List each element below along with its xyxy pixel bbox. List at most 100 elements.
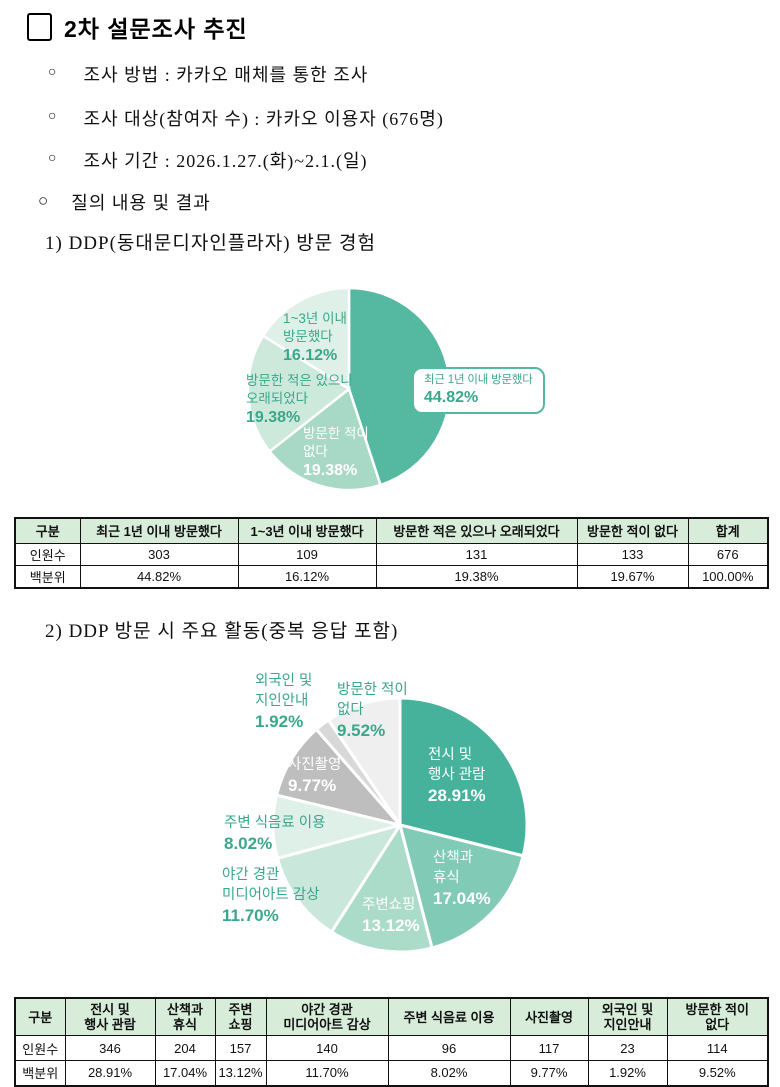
label-percent: 44.82% (424, 389, 479, 406)
section2-heading: 2) DDP 방문 시 주요 활동(중복 응답 포함) (45, 621, 399, 642)
pie-slice-label: 야간 경관 미디어아트 감상 11.70% (222, 865, 319, 927)
table-cell: 16.12% (237, 565, 377, 589)
label-line: 산책과 (433, 850, 474, 866)
visit-experience-table: 구분 최근 1년 이내 방문했다 1~3년 이내 방문했다 방문한 적은 있으나 오래… (14, 517, 769, 589)
pie-slice (268, 387, 382, 492)
label-percent: 9.77% (288, 776, 337, 795)
column-header: 방문한 적이 없다 (576, 517, 689, 544)
label-percent: 13.12% (362, 916, 420, 935)
circle-bullet-icon: ○ (48, 151, 58, 166)
circle-bullet-icon: ○ (38, 191, 50, 210)
column-header: 구분 (14, 997, 66, 1036)
pie-slice-label: 산책과 휴식 17.04% (433, 848, 491, 910)
table-cell: 9.52% (666, 1060, 769, 1086)
row-label: 백분위 (14, 565, 81, 589)
table-cell: 204 (154, 1035, 216, 1061)
row-label: 인원수 (14, 1035, 66, 1061)
column-header: 야간 경관 미디어아트 감상 (265, 997, 389, 1036)
column-header: 전시 및 행사 관람 (64, 997, 156, 1036)
bullet-text: 조사 기간 : 2026.1.27.(화)~2.1.(일) (83, 151, 368, 171)
square-bullet-icon (27, 13, 52, 41)
table-cell: 13.12% (214, 1060, 267, 1086)
label-percent: 11.70% (222, 906, 279, 925)
label-line: 사진촬영 (288, 757, 342, 773)
main-activities-table: 구분 전시 및 행사 관람 산책과 휴식 주변 쇼핑 야간 경관 미디어아트 감상 주변 … (14, 997, 769, 1087)
table-cell: 96 (387, 1035, 511, 1061)
label-percent: 9.52% (337, 721, 386, 740)
table-cell: 19.67% (576, 565, 689, 589)
bullet-line-results: ○ 질의 내용 및 결과 (38, 189, 211, 215)
label-line: 오래되었다 (246, 391, 309, 406)
table-cell: 9.77% (509, 1060, 589, 1086)
label-percent: 16.12% (283, 347, 338, 364)
label-line: 휴식 (433, 870, 460, 886)
table-cell: 109 (237, 543, 377, 566)
pie-slice-label: 주변쇼핑 13.12% (362, 895, 420, 937)
row-label: 인원수 (14, 543, 81, 566)
table-header-row: 구분 전시 및 행사 관람 산책과 휴식 주변 쇼핑 야간 경관 미디어아트 감상 주변 … (14, 997, 769, 1036)
column-header: 사진촬영 (509, 997, 589, 1036)
pie-chart-svg (246, 286, 452, 492)
label-line: 전시 및 (428, 747, 473, 763)
label-line: 방문한 적은 있으나 (246, 373, 353, 388)
pie-callout-label: 최근 1년 이내 방문했다 44.82% (412, 367, 545, 414)
pie-slice (275, 823, 402, 934)
row-label: 백분위 (14, 1060, 66, 1086)
circle-bullet-icon: ○ (48, 65, 58, 80)
section1-heading: 1) DDP(동대문디자인플라자) 방문 경험 (45, 233, 376, 254)
column-header: 산책과 휴식 (154, 997, 216, 1036)
pie-slice-label: 외국인 및 지인안내 1.92% (255, 671, 312, 733)
label-line: 방문한 적이 (303, 426, 369, 441)
label-line: 1~3년 이내 (283, 311, 347, 326)
label-line: 방문한 적이 (337, 682, 408, 698)
label-line: 방문했다 (283, 329, 333, 344)
column-header: 구분 (14, 517, 81, 544)
pie-slice (329, 823, 434, 954)
pie-slice (398, 696, 529, 858)
column-header: 방문한 적이 없다 (666, 997, 769, 1036)
pie-slice (326, 696, 402, 827)
pie-slice-label: 전시 및 행사 관람 28.91% (428, 745, 486, 807)
table-cell: 11.70% (265, 1060, 389, 1086)
bullet-text: 조사 대상(참여자 수) : 카카오 이용자 (676명) (83, 109, 444, 129)
table-cell: 44.82% (79, 565, 239, 589)
label-line: 주변 식음료 이용 (224, 815, 326, 831)
table-row: 백분위 28.91% 17.04% 13.12% 11.70% 8.02% 9.77% 1.9… (14, 1060, 769, 1086)
bullet-line-target: ○ 조사 대상(참여자 수) : 카카오 이용자 (676명) (48, 105, 444, 131)
table-cell: 100.00% (687, 565, 769, 589)
page-title: 2차 설문조사 추진 (64, 16, 248, 42)
column-header: 1~3년 이내 방문했다 (237, 517, 377, 544)
label-line: 지인안내 (255, 693, 309, 709)
table-header-row: 구분 최근 1년 이내 방문했다 1~3년 이내 방문했다 방문한 적은 있으나 오래… (14, 517, 769, 544)
bullet-text: 질의 내용 및 결과 (71, 193, 211, 213)
label-line: 미디어아트 감상 (222, 887, 320, 903)
table-cell: 28.91% (64, 1060, 156, 1086)
bullet-line-period: ○ 조사 기간 : 2026.1.27.(화)~2.1.(일) (48, 147, 368, 173)
page-title-block: 2차 설문조사 추진 (27, 10, 248, 44)
table-cell: 346 (64, 1035, 156, 1061)
pie-slice (275, 727, 402, 827)
pie-slice-label: 방문한 적이 없다 19.38% (303, 425, 369, 481)
column-header: 외국인 및 지인안내 (587, 997, 668, 1036)
table-cell: 676 (687, 543, 769, 566)
table-cell: 131 (375, 543, 578, 566)
pie-slice (261, 286, 351, 391)
pie-chart-main-activities: 외국인 및 지인안내 1.92% 방문한 적이 없다 9.52% 전시 및 행사… (0, 655, 780, 985)
label-percent: 19.38% (303, 462, 358, 479)
pie-slice-label: 주변 식음료 이용 8.02% (224, 813, 325, 855)
column-header: 합계 (687, 517, 769, 544)
label-line: 주변쇼핑 (362, 897, 416, 913)
table-cell: 8.02% (387, 1060, 511, 1086)
label-percent: 8.02% (224, 834, 273, 853)
table-cell: 140 (265, 1035, 389, 1061)
table-row: 인원수 303 109 131 133 676 (14, 543, 769, 566)
label-percent: 19.38% (246, 409, 301, 426)
pie-slice-label: 방문한 적이 없다 9.52% (337, 680, 408, 742)
label-line: 없다 (337, 702, 364, 718)
label-percent: 1.92% (255, 712, 304, 731)
pie-slice-label: 1~3년 이내 방문했다 16.12% (283, 310, 347, 366)
label-line: 행사 관람 (428, 767, 486, 783)
label-line: 없다 (303, 444, 328, 459)
label-line: 야간 경관 (222, 867, 280, 883)
